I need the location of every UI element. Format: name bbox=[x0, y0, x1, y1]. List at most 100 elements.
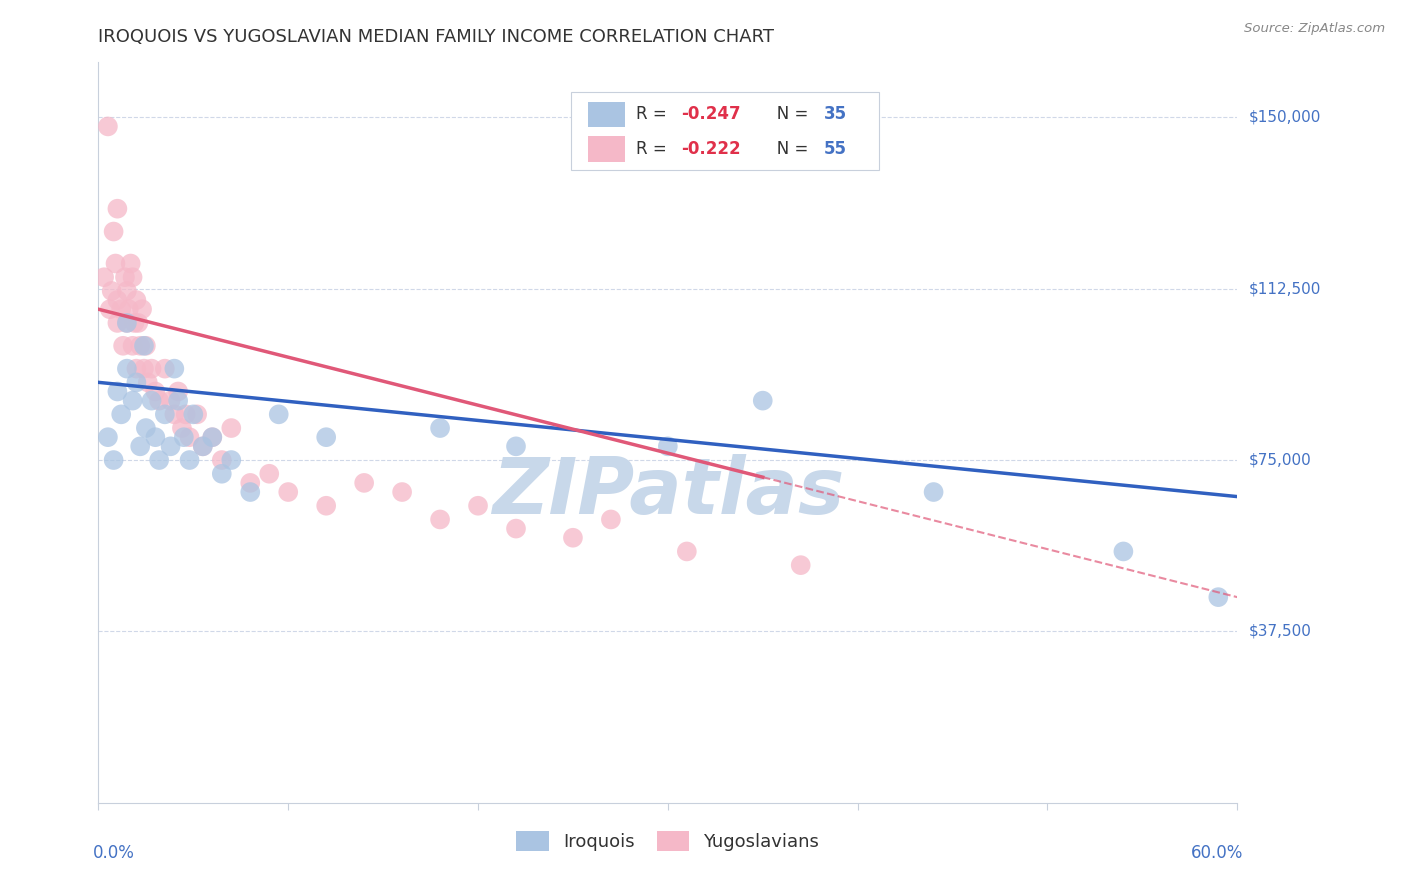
Text: R =: R = bbox=[636, 105, 672, 123]
Point bbox=[100, 284, 122, 298]
Text: 55: 55 bbox=[824, 140, 846, 158]
Text: -0.247: -0.247 bbox=[682, 105, 741, 123]
Point bbox=[600, 512, 623, 526]
Point bbox=[191, 439, 214, 453]
Point bbox=[98, 302, 121, 317]
Text: R =: R = bbox=[636, 140, 672, 158]
Point bbox=[103, 453, 125, 467]
Point bbox=[148, 393, 170, 408]
Point bbox=[125, 361, 148, 376]
Text: Source: ZipAtlas.com: Source: ZipAtlas.com bbox=[1244, 22, 1385, 36]
Point bbox=[136, 376, 159, 390]
Point bbox=[505, 522, 527, 536]
Point bbox=[125, 376, 148, 390]
Point bbox=[127, 316, 149, 330]
FancyBboxPatch shape bbox=[588, 102, 624, 127]
Text: $75,000: $75,000 bbox=[1249, 452, 1312, 467]
Point bbox=[167, 384, 190, 399]
Point bbox=[167, 393, 190, 408]
Point bbox=[115, 361, 138, 376]
Text: -0.222: -0.222 bbox=[682, 140, 741, 158]
Text: IROQUOIS VS YUGOSLAVIAN MEDIAN FAMILY INCOME CORRELATION CHART: IROQUOIS VS YUGOSLAVIAN MEDIAN FAMILY IN… bbox=[98, 28, 775, 45]
Point bbox=[121, 270, 143, 285]
Point bbox=[186, 408, 208, 422]
Text: ZIPatlas: ZIPatlas bbox=[492, 454, 844, 530]
Point bbox=[93, 270, 115, 285]
Text: $150,000: $150,000 bbox=[1249, 110, 1320, 125]
Point bbox=[173, 430, 195, 444]
Point bbox=[239, 475, 262, 490]
Point bbox=[922, 485, 945, 500]
Point bbox=[562, 531, 585, 545]
Point bbox=[211, 467, 233, 481]
Point bbox=[124, 316, 146, 330]
Point bbox=[239, 485, 262, 500]
Point bbox=[159, 393, 181, 408]
Point bbox=[676, 544, 699, 558]
Point bbox=[201, 430, 224, 444]
Text: 35: 35 bbox=[824, 105, 846, 123]
Point bbox=[131, 302, 153, 317]
Point bbox=[120, 256, 142, 270]
Point bbox=[110, 408, 132, 422]
Point bbox=[1112, 544, 1135, 558]
Text: $37,500: $37,500 bbox=[1249, 624, 1312, 639]
Text: N =: N = bbox=[761, 140, 814, 158]
Point bbox=[107, 384, 129, 399]
Text: 60.0%: 60.0% bbox=[1191, 844, 1243, 862]
Point bbox=[118, 302, 141, 317]
Text: 0.0%: 0.0% bbox=[93, 844, 135, 862]
Point bbox=[107, 316, 129, 330]
Legend: Iroquois, Yugoslavians: Iroquois, Yugoslavians bbox=[508, 822, 828, 861]
Point bbox=[121, 339, 143, 353]
Point bbox=[104, 256, 127, 270]
Point bbox=[191, 439, 214, 453]
Point bbox=[790, 558, 813, 573]
Point bbox=[110, 302, 132, 317]
Point bbox=[148, 453, 170, 467]
Point bbox=[163, 361, 186, 376]
Point bbox=[267, 408, 290, 422]
Point bbox=[174, 408, 197, 422]
FancyBboxPatch shape bbox=[588, 136, 624, 161]
Point bbox=[125, 293, 148, 307]
Text: $112,500: $112,500 bbox=[1249, 281, 1320, 296]
Point bbox=[107, 202, 129, 216]
Point bbox=[179, 453, 201, 467]
Point bbox=[353, 475, 375, 490]
Point bbox=[153, 361, 176, 376]
Point bbox=[115, 316, 138, 330]
Point bbox=[135, 421, 157, 435]
Point bbox=[129, 439, 152, 453]
Point bbox=[221, 421, 243, 435]
Point bbox=[183, 408, 205, 422]
Point bbox=[129, 339, 152, 353]
Point bbox=[97, 430, 120, 444]
Point bbox=[115, 316, 138, 330]
Point bbox=[107, 293, 129, 307]
Point bbox=[429, 421, 451, 435]
Point bbox=[315, 430, 337, 444]
Point bbox=[277, 485, 299, 500]
Point bbox=[135, 339, 157, 353]
Point bbox=[145, 430, 167, 444]
Point bbox=[170, 421, 193, 435]
Point bbox=[467, 499, 489, 513]
Point bbox=[121, 393, 143, 408]
Point bbox=[114, 270, 136, 285]
Point bbox=[159, 439, 181, 453]
Point bbox=[103, 225, 125, 239]
Point bbox=[132, 339, 155, 353]
Point bbox=[97, 120, 120, 134]
Point bbox=[179, 430, 201, 444]
Point bbox=[211, 453, 233, 467]
Point bbox=[141, 393, 163, 408]
Point bbox=[315, 499, 337, 513]
Point bbox=[391, 485, 413, 500]
Point bbox=[221, 453, 243, 467]
Point bbox=[112, 339, 135, 353]
Point bbox=[163, 408, 186, 422]
Point bbox=[115, 284, 138, 298]
Point bbox=[153, 408, 176, 422]
Point bbox=[1208, 590, 1230, 604]
